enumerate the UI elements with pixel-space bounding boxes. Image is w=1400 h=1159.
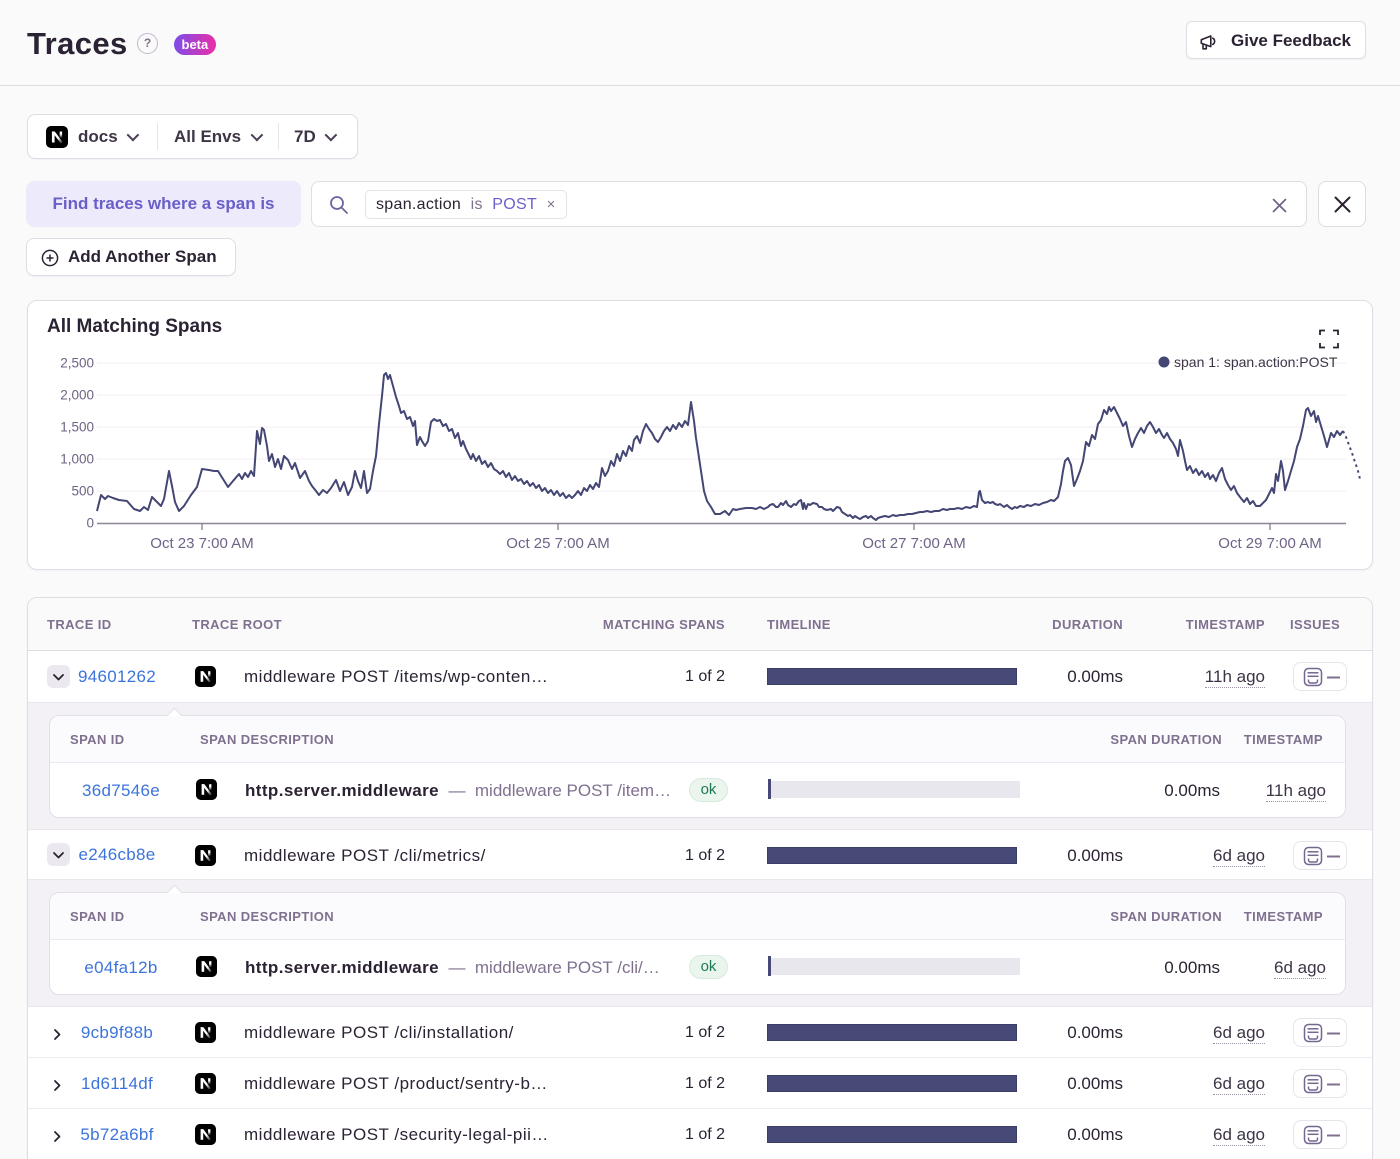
svg-text:Oct 29 7:00 AM: Oct 29 7:00 AM (1218, 535, 1321, 552)
svg-text:Oct 25 7:00 AM: Oct 25 7:00 AM (506, 535, 609, 552)
svg-text:Oct 23 7:00 AM: Oct 23 7:00 AM (150, 535, 253, 552)
svg-text:500: 500 (71, 484, 94, 499)
svg-text:Oct 27 7:00 AM: Oct 27 7:00 AM (862, 535, 965, 552)
svg-text:span 1: span.action:POST: span 1: span.action:POST (1174, 354, 1338, 370)
svg-text:1,500: 1,500 (60, 420, 94, 435)
svg-text:2,500: 2,500 (60, 356, 94, 371)
svg-text:0: 0 (86, 516, 94, 531)
svg-text:1,000: 1,000 (60, 452, 94, 467)
svg-text:2,000: 2,000 (60, 388, 94, 403)
